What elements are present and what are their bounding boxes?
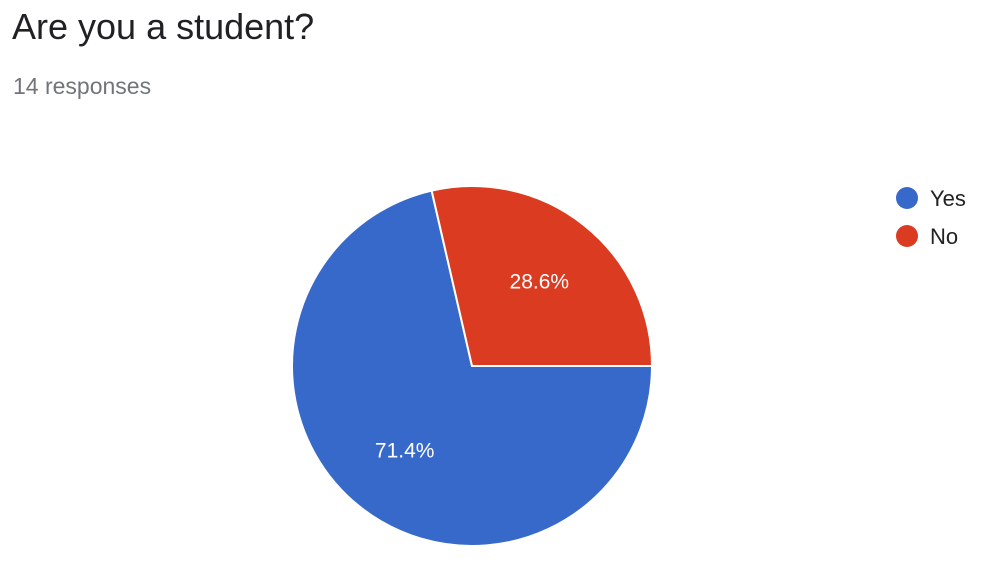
response-count: 14 responses [13, 73, 152, 99]
pie-slice-labels: 71.4% 28.6% [375, 271, 569, 463]
pie-slice-no[interactable] [430, 185, 653, 367]
legend-label-no[interactable]: No [930, 224, 958, 249]
page-title: Are you a student? [12, 6, 315, 47]
pie-slices [291, 185, 653, 547]
legend-swatch-no[interactable] [896, 225, 918, 247]
slice-label-no: 28.6% [510, 271, 570, 294]
legend-swatch-yes[interactable] [896, 187, 918, 209]
legend-label-yes[interactable]: Yes [930, 186, 966, 211]
pie-slice-yes[interactable] [291, 189, 653, 547]
chart-legend: Yes No [896, 186, 966, 249]
slice-label-yes: 71.4% [375, 440, 435, 463]
